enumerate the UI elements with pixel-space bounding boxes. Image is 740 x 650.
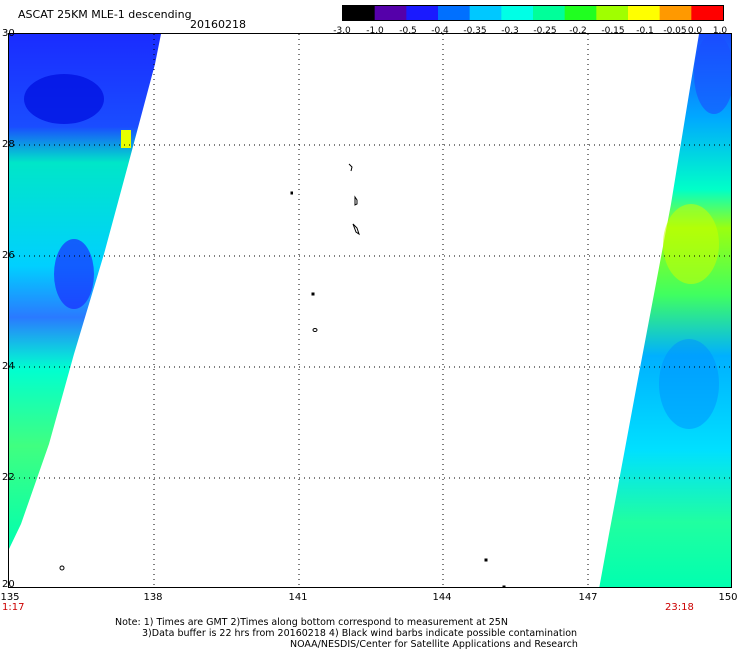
scale-segment: [469, 6, 502, 20]
scale-label: -0.1: [636, 26, 654, 36]
lat-label: 26: [2, 250, 15, 261]
scale-segment: [691, 6, 723, 20]
product-title: ASCAT 25KM MLE-1 descending: [18, 8, 192, 21]
lat-label: 24: [2, 361, 15, 372]
yellow-cell: [121, 130, 131, 148]
scale-segment: [596, 6, 629, 20]
scale-segment: [343, 6, 376, 20]
note-line-1: Note: 1) Times are GMT 2)Times along bot…: [115, 617, 508, 628]
scale-label: -0.5: [399, 26, 417, 36]
low-wind-patch: [54, 239, 94, 309]
scale-label: 1.0: [712, 26, 728, 36]
scale-label: -0.15: [601, 26, 625, 36]
lat-label: 22: [2, 472, 15, 483]
map-panel: [8, 33, 732, 588]
scale-label: -0.2: [569, 26, 587, 36]
lon-label: 150: [718, 592, 738, 603]
scale-segment: [533, 6, 566, 20]
lon-label: 147: [578, 592, 598, 603]
lat-label: 20: [2, 579, 15, 590]
right-swath: [599, 34, 731, 587]
lon-label: 138: [143, 592, 163, 603]
lon-label: 135: [0, 592, 20, 603]
scale-segment: [659, 6, 692, 20]
low-wind-patch: [24, 74, 104, 124]
lat-label: 28: [2, 139, 15, 150]
scale-label: 0.0: [687, 26, 703, 36]
graticule: [9, 34, 731, 587]
low-wind-patch: [694, 34, 731, 114]
end-time: 23:18: [665, 602, 694, 613]
scale-segment: [438, 6, 471, 20]
color-scale-labels: -3.0 -1.0 -0.5 -0.4 -0.35 -0.3 -0.25 -0.…: [330, 26, 730, 38]
note-line-2: 3)Data buffer is 22 hrs from 20160218 4)…: [142, 628, 578, 639]
lon-label: 141: [288, 592, 308, 603]
yellow-green-patch: [663, 204, 719, 284]
lat-label: 30: [2, 28, 15, 39]
scatterometer-map: [9, 34, 731, 587]
scale-segment: [374, 6, 407, 20]
scale-label: -0.35: [463, 26, 487, 36]
low-wind-patch: [659, 339, 719, 429]
lon-label: 144: [432, 592, 452, 603]
start-time: 1:17: [2, 602, 25, 613]
island-outlines: [59, 163, 506, 587]
scale-segment: [406, 6, 439, 20]
color-scale-bar: [342, 5, 724, 21]
note-line-3: NOAA/NESDIS/Center for Satellite Applica…: [290, 639, 578, 650]
product-date: 20160218: [190, 18, 246, 31]
scale-segment: [564, 6, 597, 20]
scale-label: -0.3: [501, 26, 519, 36]
scale-label: -1.0: [366, 26, 384, 36]
scale-label: -0.05: [663, 26, 687, 36]
scale-segment: [501, 6, 534, 20]
scale-label: -0.25: [533, 26, 557, 36]
scale-label: -0.4: [431, 26, 449, 36]
scale-label: -3.0: [333, 26, 351, 36]
scale-segment: [628, 6, 661, 20]
